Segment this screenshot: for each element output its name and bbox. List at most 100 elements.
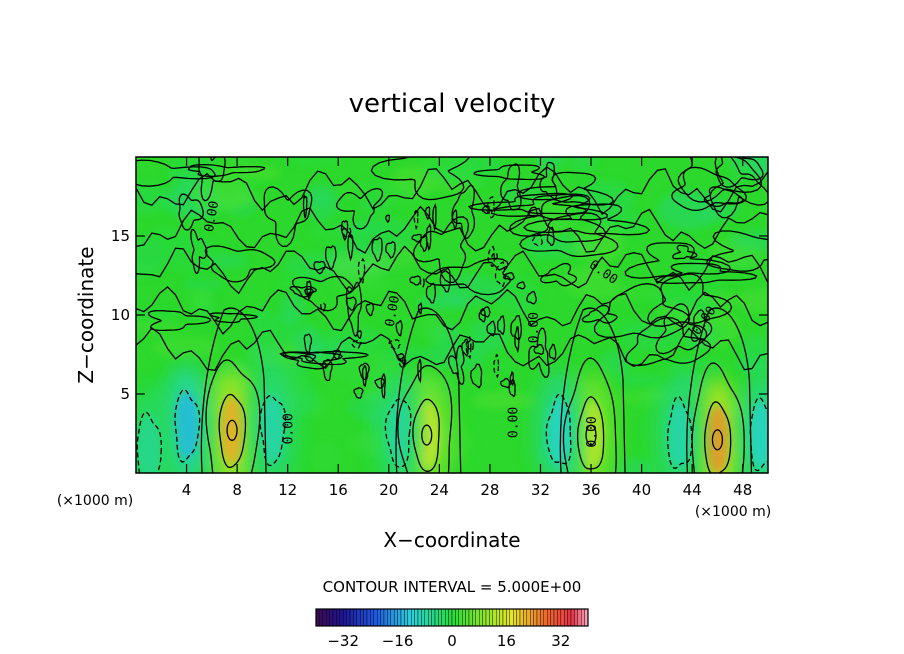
contour-line (411, 233, 422, 243)
field-patch (563, 266, 620, 299)
colorbar-ticks: −32 −16 0 16 32 (327, 632, 570, 650)
contour-line (706, 230, 768, 272)
colorbar-swatch (339, 608, 344, 627)
colorbar-swatch (496, 608, 500, 627)
contour-line (412, 216, 470, 284)
negative-contour (419, 277, 425, 288)
field-patch (252, 304, 273, 344)
contour-label: 0.00 (507, 407, 522, 438)
contour-line (136, 166, 768, 216)
x-axis-label: X−coordinate (383, 528, 520, 552)
contour-line (226, 419, 238, 441)
field-patch (182, 278, 223, 292)
negative-contour (357, 257, 366, 286)
contour-line (519, 212, 619, 258)
colorbar-swatch (533, 608, 538, 627)
colorbar-swatch (479, 608, 483, 627)
colorbar-swatch (550, 608, 555, 627)
contour-line (539, 161, 558, 200)
contour-line (514, 326, 520, 354)
colorbar-swatch (468, 608, 473, 627)
zero-contour (686, 307, 753, 473)
field-patch (494, 359, 519, 372)
x-tick-label: 12 (278, 481, 297, 499)
contour-line (467, 192, 588, 215)
contour-line (395, 319, 403, 337)
colorbar-swatch (465, 608, 470, 627)
contour-line (490, 193, 608, 221)
contour-line (218, 393, 247, 469)
contour-line (624, 242, 732, 279)
negative-contour (531, 233, 544, 247)
contour-line (380, 373, 386, 399)
colorbar-frame (315, 608, 589, 627)
negative-contour (494, 260, 506, 288)
colorbar-swatch (502, 608, 507, 627)
contour-line (451, 208, 458, 230)
contour-line (548, 343, 557, 361)
contour-label: 0.00 (383, 295, 403, 328)
colorbar-swatch (336, 608, 340, 627)
velocity-cells (136, 363, 768, 473)
field-patch (287, 157, 344, 168)
contour-line (502, 272, 515, 281)
downdraft-core (547, 397, 572, 466)
field-patch (615, 390, 670, 406)
downdraft-core (174, 391, 199, 460)
negative-contour (136, 411, 162, 473)
field-patch (728, 157, 768, 179)
negative-contour (413, 208, 419, 230)
colorbar-swatch (543, 608, 548, 627)
contour-line (397, 364, 453, 473)
contour-line (576, 396, 605, 470)
field-patch (331, 346, 390, 384)
colorbar-swatch (530, 608, 534, 627)
negative-contour (350, 340, 362, 349)
x-unit-right: (×1000 m) (695, 504, 771, 520)
colorbar-swatch (414, 608, 419, 627)
field-patch (569, 157, 597, 172)
colorbar-swatch (363, 608, 368, 627)
x-unit-left: (×1000 m) (57, 493, 133, 509)
contour-line (478, 308, 486, 323)
contour-line (690, 309, 713, 342)
colorbar-tick-label: 16 (497, 632, 516, 650)
x-tick-label: 24 (430, 481, 449, 499)
x-tick-label: 40 (632, 481, 651, 499)
colorbar-swatch (353, 608, 357, 627)
field-patch (311, 441, 339, 473)
colorbar-swatch (451, 608, 456, 627)
contour-line (704, 401, 732, 473)
field-patch (611, 458, 656, 473)
downdraft-core (667, 401, 692, 470)
colorbar-swatch (570, 608, 575, 627)
colorbar-swatch (560, 608, 565, 627)
y-tick-label: 5 (120, 385, 130, 403)
field-patch (699, 292, 742, 307)
contour-line (178, 193, 204, 231)
field-patch (279, 294, 306, 325)
contour-line (672, 244, 698, 260)
contour-line (425, 257, 512, 296)
contour-line (279, 350, 369, 366)
contour-line (204, 245, 276, 283)
x-axis: 4 8 12 16 20 24 28 32 36 40 44 48 (182, 157, 752, 499)
negative-contour (384, 398, 412, 468)
contour-line (516, 281, 526, 290)
field-patch (472, 391, 537, 410)
colorbar-swatch (417, 608, 422, 627)
colorbar-swatch (428, 608, 432, 627)
contour-line (396, 353, 405, 363)
chart-title: vertical velocity (349, 89, 556, 119)
contour-line (356, 330, 363, 339)
contour-line (522, 203, 651, 236)
colorbar-swatch (519, 608, 524, 627)
contour-line (703, 186, 744, 208)
contour-line (581, 304, 618, 324)
contour-line (136, 205, 768, 254)
colorbar-swatch (319, 608, 323, 627)
colorbar-swatch (322, 608, 327, 627)
colorbar-swatch (373, 608, 378, 627)
negative-contour (388, 339, 401, 350)
